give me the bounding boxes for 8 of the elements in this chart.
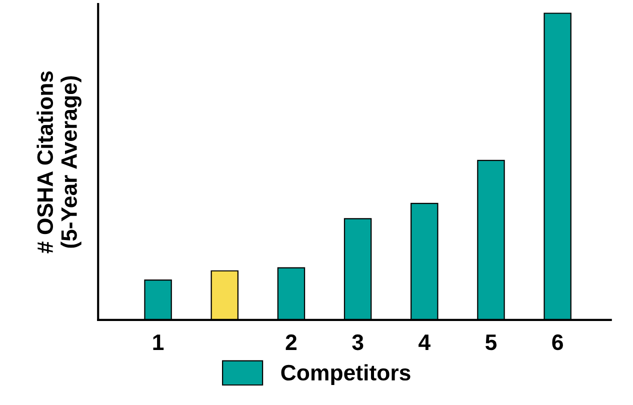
x-tick-label: 2 xyxy=(286,334,297,350)
legend-label: Competitors xyxy=(281,364,410,385)
x-tick-label: 1 xyxy=(153,334,164,350)
y-axis-title: # OSHA Citations (5-Year Average) xyxy=(36,71,82,254)
x-tick-label: 4 xyxy=(418,334,430,350)
x-tick-label: 5 xyxy=(485,334,497,350)
x-tick-label: 6 xyxy=(552,334,563,350)
x-tick-label: 3 xyxy=(352,334,364,350)
